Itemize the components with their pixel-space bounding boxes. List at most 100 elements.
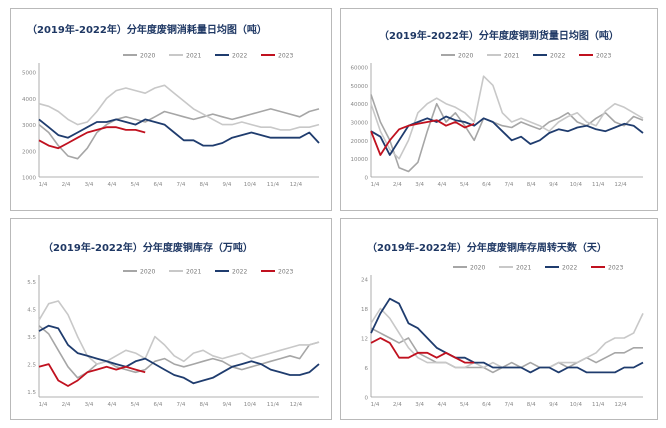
legend-label: 2021 [516, 265, 531, 272]
y-tick-label: 12 [361, 337, 368, 343]
y-tick-label: 5.5 [27, 280, 36, 286]
x-tick-label: 4/4 [108, 402, 117, 408]
y-tick-label: 1000 [22, 176, 36, 182]
x-tick-label: 4/4 [438, 402, 447, 408]
x-tick-label: 7/4 [177, 182, 186, 188]
x-tick-label: 3/4 [85, 182, 94, 188]
series-line-2023 [370, 119, 475, 156]
x-tick-label: 5/4 [131, 402, 140, 408]
chart-title: （2019年-2022年）分年度废铜库存（万吨） [43, 243, 253, 254]
x-tick-label: 9/4 [223, 402, 232, 408]
x-tick-label: 9/4 [549, 402, 558, 408]
y-tick-label: 2.5 [27, 363, 36, 369]
y-tick-label: 4000 [22, 97, 36, 103]
x-tick-label: 1/4 [39, 402, 48, 408]
legend-label: 2020 [140, 53, 155, 60]
series-line-2023 [38, 126, 146, 150]
legend-label: 2023 [596, 53, 611, 60]
x-tick-label: 10/4 [244, 182, 257, 188]
legend-label: 2022 [232, 269, 247, 276]
legend-label: 2023 [278, 53, 293, 60]
series-line-2022 [370, 297, 644, 374]
y-tick-label: 3000 [22, 123, 36, 129]
y-tick-label: 0 [365, 396, 369, 402]
x-tick-label: 4/4 [108, 182, 117, 188]
x-tick-label: 11/4 [592, 182, 605, 188]
legend-label: 2021 [186, 269, 201, 276]
y-tick-label: 4.5 [27, 308, 36, 314]
x-tick-label: 8/4 [527, 182, 536, 188]
y-tick-label: 5000 [22, 71, 36, 77]
x-tick-label: 5/4 [460, 402, 469, 408]
chart-title: （2019年-2022年）分年度废铜到货量日均图（吨） [379, 31, 619, 42]
x-tick-label: 8/4 [200, 182, 209, 188]
x-tick-label: 3/4 [85, 402, 94, 408]
chart-title: （2019年-2022年）分年度废铜消耗量日均图（吨） [27, 25, 267, 36]
y-tick-label: 50000 [351, 84, 369, 90]
x-tick-label: 5/4 [460, 182, 469, 188]
series-line-2022 [38, 324, 320, 385]
x-tick-label: 12/4 [614, 182, 627, 188]
y-tick-label: 0 [365, 176, 369, 182]
x-tick-label: 2/4 [62, 402, 71, 408]
x-tick-label: 9/4 [223, 182, 232, 188]
chart-title: （2019年-2022年）分年度废铜库存周转天数（天） [367, 243, 607, 254]
legend-label: 2022 [550, 53, 565, 60]
y-tick-label: 18 [361, 307, 368, 313]
inventory-chart: 1.5 2.5 3.5 4.5 5.5 1/4 2/4 3/4 4/4 5/4 6/4 7/4 8/4 9… [27, 269, 320, 408]
x-tick-label: 8/4 [200, 402, 209, 408]
chart-panel-arrivals: （2019年-2022年）分年度废铜到货量日均图（吨） 0 10000 20000 3… [340, 8, 658, 211]
arrivals-chart: 0 10000 20000 30000 40000 50000 60000 1/4 2/4 3/4… [351, 53, 644, 188]
legend-label: 2021 [504, 53, 519, 60]
y-tick-label: 2000 [22, 149, 36, 155]
legend-label: 2022 [562, 265, 577, 272]
x-tick-label: 6/4 [154, 402, 163, 408]
y-tick-label: 40000 [351, 102, 369, 108]
x-tick-label: 3/4 [415, 402, 424, 408]
x-tick-label: 7/4 [504, 402, 513, 408]
series-line-2022 [370, 115, 644, 156]
x-tick-label: 1/4 [39, 182, 48, 188]
x-tick-label: 12/4 [614, 402, 627, 408]
x-tick-label: 2/4 [62, 182, 71, 188]
y-tick-label: 20000 [351, 139, 369, 145]
x-tick-label: 5/4 [131, 182, 140, 188]
x-tick-label: 4/4 [438, 182, 447, 188]
x-tick-label: 12/4 [290, 182, 303, 188]
series-line-2022 [38, 118, 320, 147]
y-tick-label: 24 [361, 278, 368, 284]
x-tick-label: 11/4 [267, 402, 280, 408]
y-tick-label: 10000 [351, 157, 369, 163]
x-tick-label: 6/4 [482, 402, 491, 408]
y-tick-label: 3.5 [27, 335, 36, 341]
series-line-2021 [38, 300, 320, 365]
series-line-2020 [370, 327, 643, 374]
series-line-2023 [370, 337, 475, 364]
x-tick-label: 2/4 [393, 182, 402, 188]
x-tick-label: 10/4 [570, 402, 583, 408]
series-line-2021 [370, 307, 644, 374]
y-tick-label: 30000 [351, 121, 369, 127]
x-tick-label: 10/4 [570, 182, 583, 188]
x-tick-label: 9/4 [549, 182, 558, 188]
chart-panel-consumption: （2019年-2022年）分年度废铜消耗量日均图（吨） 1000 2000 3000… [10, 8, 332, 211]
x-tick-label: 12/4 [290, 402, 303, 408]
x-tick-label: 7/4 [504, 182, 513, 188]
consumption-chart: 1000 2000 3000 4000 5000 1/4 2/4 3/4 4/4 5/4 6/4 7/… [22, 53, 320, 188]
legend-label: 2023 [278, 269, 293, 276]
series-line-2020 [370, 94, 644, 173]
x-tick-label: 3/4 [415, 182, 424, 188]
y-tick-label: 1.5 [27, 390, 36, 396]
series-line-2021 [370, 75, 644, 160]
legend-label: 2020 [458, 53, 473, 60]
legend-label: 2021 [186, 53, 201, 60]
y-tick-label: 6 [365, 366, 369, 372]
x-tick-label: 6/4 [154, 182, 163, 188]
turnover-chart: 0 6 12 18 24 1/4 2/4 3/4 4/4 5/4 6/4 7/4 8/4 9/4 10/4 1… [361, 265, 644, 408]
x-tick-label: 1/4 [371, 402, 380, 408]
series-line-2021 [38, 84, 320, 131]
x-tick-label: 10/4 [244, 402, 257, 408]
x-tick-label: 7/4 [177, 402, 186, 408]
x-tick-label: 1/4 [371, 182, 380, 188]
x-tick-label: 2/4 [393, 402, 402, 408]
